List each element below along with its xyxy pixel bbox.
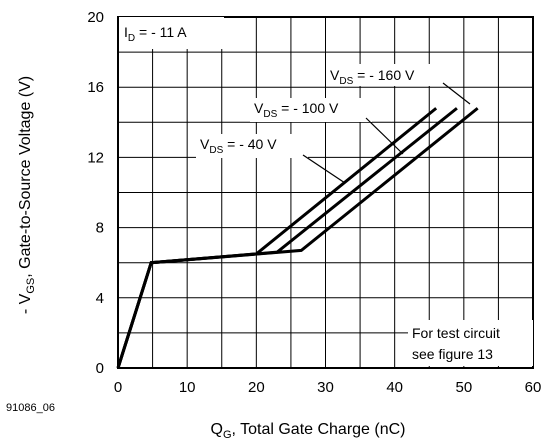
vds-160-label-box [326, 64, 446, 86]
x-tick-label: 0 [114, 379, 122, 396]
x-tick-label: 60 [525, 379, 542, 396]
vds-40-label: VDS = - 40 V [200, 136, 277, 156]
note-box [408, 320, 533, 366]
vds-100-label-box [250, 98, 372, 122]
y-tick-label: 12 [87, 149, 104, 166]
x-tick-label: 30 [317, 379, 334, 396]
tick-labels: 0 10 20 30 40 50 60 0 4 8 12 16 20 [87, 9, 541, 396]
x-axis-label: QG, Total Gate Charge (nC) [210, 421, 405, 441]
x-tick-label: 20 [248, 379, 265, 396]
figure-id: 91086_06 [6, 402, 55, 414]
x-tick-label: 40 [386, 379, 403, 396]
note-line-2: see figure 13 [412, 346, 493, 362]
x-tick-label: 50 [455, 379, 472, 396]
y-tick-label: 0 [96, 360, 104, 377]
id-label-box [119, 17, 224, 49]
y-tick-label: 8 [96, 220, 104, 237]
plot-frame [117, 16, 534, 369]
y-axis-label: - VGS, Gate-to-Source Voltage (V) [17, 76, 37, 314]
vds-100-leader [365, 117, 404, 155]
series-lines [116, 107, 479, 369]
vds-160-leader [442, 82, 471, 105]
grid [118, 17, 533, 368]
y-tick-label: 4 [96, 290, 104, 307]
y-tick-label: 16 [87, 79, 104, 96]
x-tick-label: 10 [179, 379, 196, 396]
id-label: ID = - 11 A [124, 24, 187, 44]
series-line-2 [116, 107, 479, 369]
note-line-1: For test circuit [412, 325, 500, 341]
vds-40-label-box [196, 134, 308, 158]
vds-100-label: VDS = - 100 V [254, 100, 339, 120]
y-tick-label: 20 [87, 9, 104, 26]
vds-160-label: VDS = - 160 V [330, 67, 415, 87]
vds-40-leader [302, 154, 346, 184]
